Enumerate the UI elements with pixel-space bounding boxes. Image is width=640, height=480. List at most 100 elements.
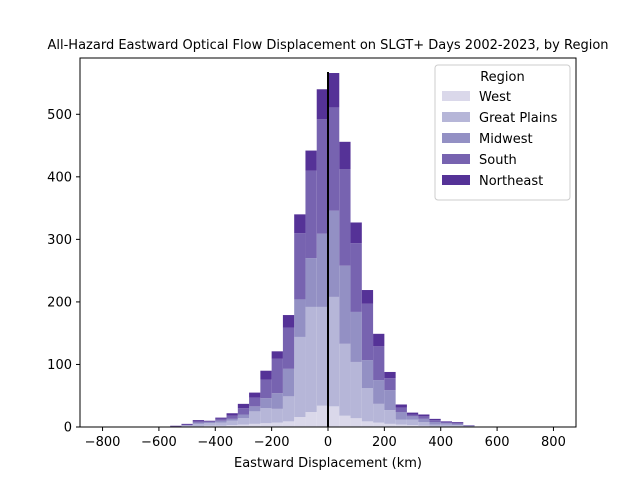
bar-segment <box>395 404 407 408</box>
bar-segment <box>373 403 385 423</box>
y-axis-ticks: 0 100 200 300 400 500 <box>47 108 80 436</box>
bar-segment <box>373 333 385 347</box>
x-tick-label: 800 <box>541 435 566 450</box>
bar-segment <box>361 388 374 422</box>
bar-segment <box>452 425 464 427</box>
bar-segment <box>328 406 340 427</box>
x-tick-label: 400 <box>428 435 453 450</box>
bar-segment <box>440 424 452 427</box>
bar-segment <box>215 418 227 421</box>
bar-segment <box>181 424 193 426</box>
bar-segment <box>440 423 452 425</box>
bar-segment <box>260 398 272 409</box>
x-axis-title: Eastward Displacement (km) <box>234 456 422 471</box>
legend: Region West Great Plains Midwest South Northe… <box>434 64 571 201</box>
bar-segment <box>282 421 295 427</box>
bar-segment <box>418 425 430 427</box>
bar-segment <box>215 425 227 427</box>
bar-segment <box>192 421 204 423</box>
bar-segment <box>226 415 238 419</box>
bar-segment <box>452 423 464 426</box>
bar-segment <box>384 378 396 391</box>
bar-segment <box>361 303 374 361</box>
legend-swatch <box>442 91 470 101</box>
y-tick-label: 0 <box>64 421 72 436</box>
bar-segment <box>361 290 374 304</box>
x-tick-label: 600 <box>485 435 510 450</box>
bar-segment <box>260 370 272 380</box>
x-tick-label: −200 <box>254 435 290 450</box>
bar-segment <box>181 425 193 427</box>
bar-segment <box>350 311 362 362</box>
bar-segment <box>271 393 283 409</box>
bar-segment <box>395 411 407 420</box>
bar-segment <box>406 425 419 427</box>
bar-segment <box>452 421 464 423</box>
bar-segment <box>384 410 396 424</box>
bar-segment <box>406 419 419 426</box>
chart-title: All-Hazard Eastward Optical Flow Displac… <box>47 38 608 53</box>
bar-segment <box>339 343 351 416</box>
legend-swatch <box>442 112 470 122</box>
bar-segment <box>328 296 340 407</box>
y-tick-label: 300 <box>47 233 72 248</box>
bar-segment <box>204 425 216 427</box>
legend-swatch <box>442 175 470 185</box>
bar-segment <box>294 214 306 234</box>
bar-segment <box>226 413 238 416</box>
bar-segment <box>440 421 452 424</box>
bar-segment <box>361 360 374 389</box>
bar-segment <box>316 119 328 234</box>
bar-segment <box>429 418 441 421</box>
bar-segment <box>260 408 272 424</box>
bar-segment <box>226 418 238 421</box>
x-tick-label: 0 <box>324 435 332 450</box>
bar-segment <box>215 422 227 426</box>
bar-segment <box>237 403 250 409</box>
bar-segment <box>406 414 419 417</box>
bar-segment <box>418 421 430 426</box>
bar-segment <box>406 416 419 420</box>
x-tick-label: 200 <box>372 435 397 450</box>
bar-segment <box>339 141 351 170</box>
bar-segment <box>215 420 227 423</box>
bar-segment <box>316 405 328 427</box>
x-tick-label: −600 <box>141 435 177 450</box>
bar-segment <box>440 421 452 422</box>
bar-segment <box>260 423 272 427</box>
bar-segment <box>294 299 306 337</box>
legend-label: Midwest <box>479 132 533 147</box>
bar-segment <box>249 411 261 424</box>
bar-segment <box>192 422 204 424</box>
bar-segment <box>463 425 475 426</box>
bar-segment <box>170 425 182 427</box>
bar-segment <box>249 406 261 412</box>
bar-segment <box>305 170 317 259</box>
bar-segment <box>339 265 351 344</box>
bar-segment <box>339 415 351 427</box>
bar-segment <box>429 420 441 422</box>
legend-title: Region <box>480 70 525 85</box>
bar-segment <box>271 408 283 423</box>
bar-segment <box>384 423 396 427</box>
bar-segment <box>418 416 430 419</box>
bar-segment <box>282 315 295 328</box>
bar-segment <box>271 351 283 359</box>
bar-segment <box>305 411 317 427</box>
bar-segment <box>282 327 295 369</box>
bar-segment <box>204 420 216 422</box>
bar-segment <box>429 421 441 425</box>
bar-segment <box>305 258 317 307</box>
bar-segment <box>350 361 362 419</box>
bar-segment <box>316 306 328 406</box>
bar-segment <box>294 416 306 427</box>
bar-segment <box>249 392 261 398</box>
legend-label: Northeast <box>479 174 543 189</box>
bar-segment <box>237 418 250 425</box>
bar-segment <box>192 423 204 427</box>
y-tick-label: 500 <box>47 108 72 123</box>
bar-segment <box>181 425 193 426</box>
bar-segment <box>260 379 272 399</box>
bar-segment <box>418 414 430 417</box>
